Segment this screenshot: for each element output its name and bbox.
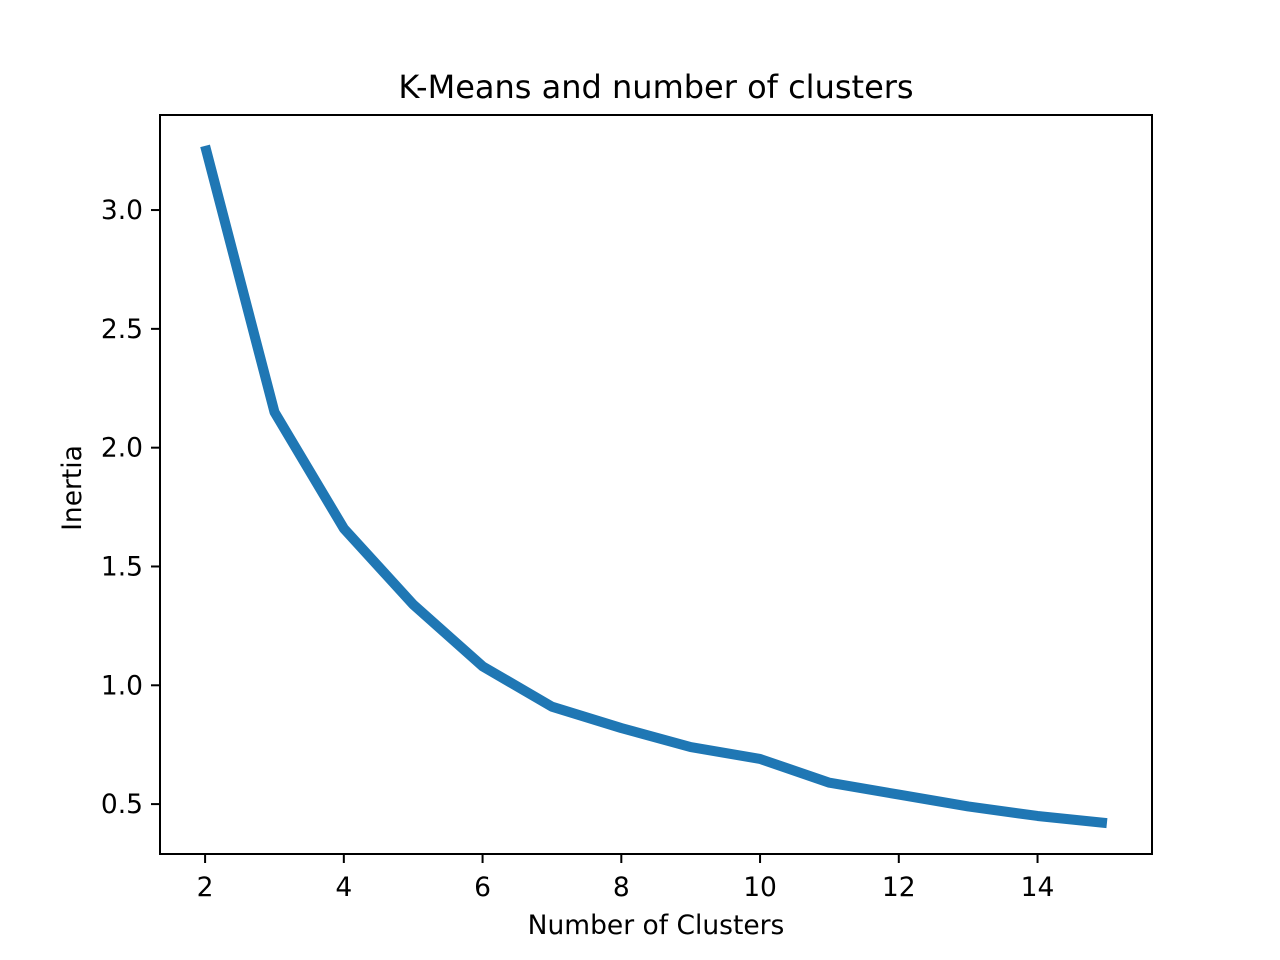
y-tick-label: 2.5 [101,314,143,345]
inertia-point [967,806,969,808]
x-tick-label: 14 [1021,872,1055,903]
y-tick-label: 1.5 [101,551,143,582]
y-axis-label: Inertia [57,445,88,531]
inertia-point [898,794,900,796]
y-tick-label: 2.0 [101,433,143,464]
y-tick-label: 0.5 [101,789,143,820]
x-tick-label: 12 [882,872,916,903]
y-axis-ticks: 0.5 1.0 1.5 2.0 2.5 3.0 [101,195,160,820]
y-tick-label: 3.0 [101,195,143,226]
inertia-point [412,604,414,606]
x-tick-label: 10 [743,872,777,903]
x-tick-label: 2 [197,872,214,903]
inertia-point [274,411,276,413]
x-tick-label: 4 [335,872,352,903]
inertia-point [204,145,206,147]
inertia-point [1037,815,1039,817]
x-tick-label: 6 [474,872,491,903]
inertia-point [343,528,345,530]
inertia-line [200,144,1108,829]
inertia-point [829,782,831,784]
inertia-point [690,746,692,748]
x-axis-label: Number of Clusters [528,910,785,941]
series-layer [200,144,1108,829]
plot-frame [159,114,1153,855]
chart-title: K-Means and number of clusters [398,68,913,106]
plot-area: 2 4 6 8 10 12 14 0.5 1.0 1.5 2.0 2.5 3.0 [101,114,1153,903]
inertia-point [1106,822,1108,824]
inertia-point [551,706,553,708]
y-tick-label: 1.0 [101,670,143,701]
inertia-point [621,727,623,729]
inertia-point [482,665,484,667]
plot-background [160,115,1152,854]
x-tick-label: 8 [613,872,630,903]
x-axis-ticks: 2 4 6 8 10 12 14 [197,854,1055,903]
inertia-point [759,758,761,760]
